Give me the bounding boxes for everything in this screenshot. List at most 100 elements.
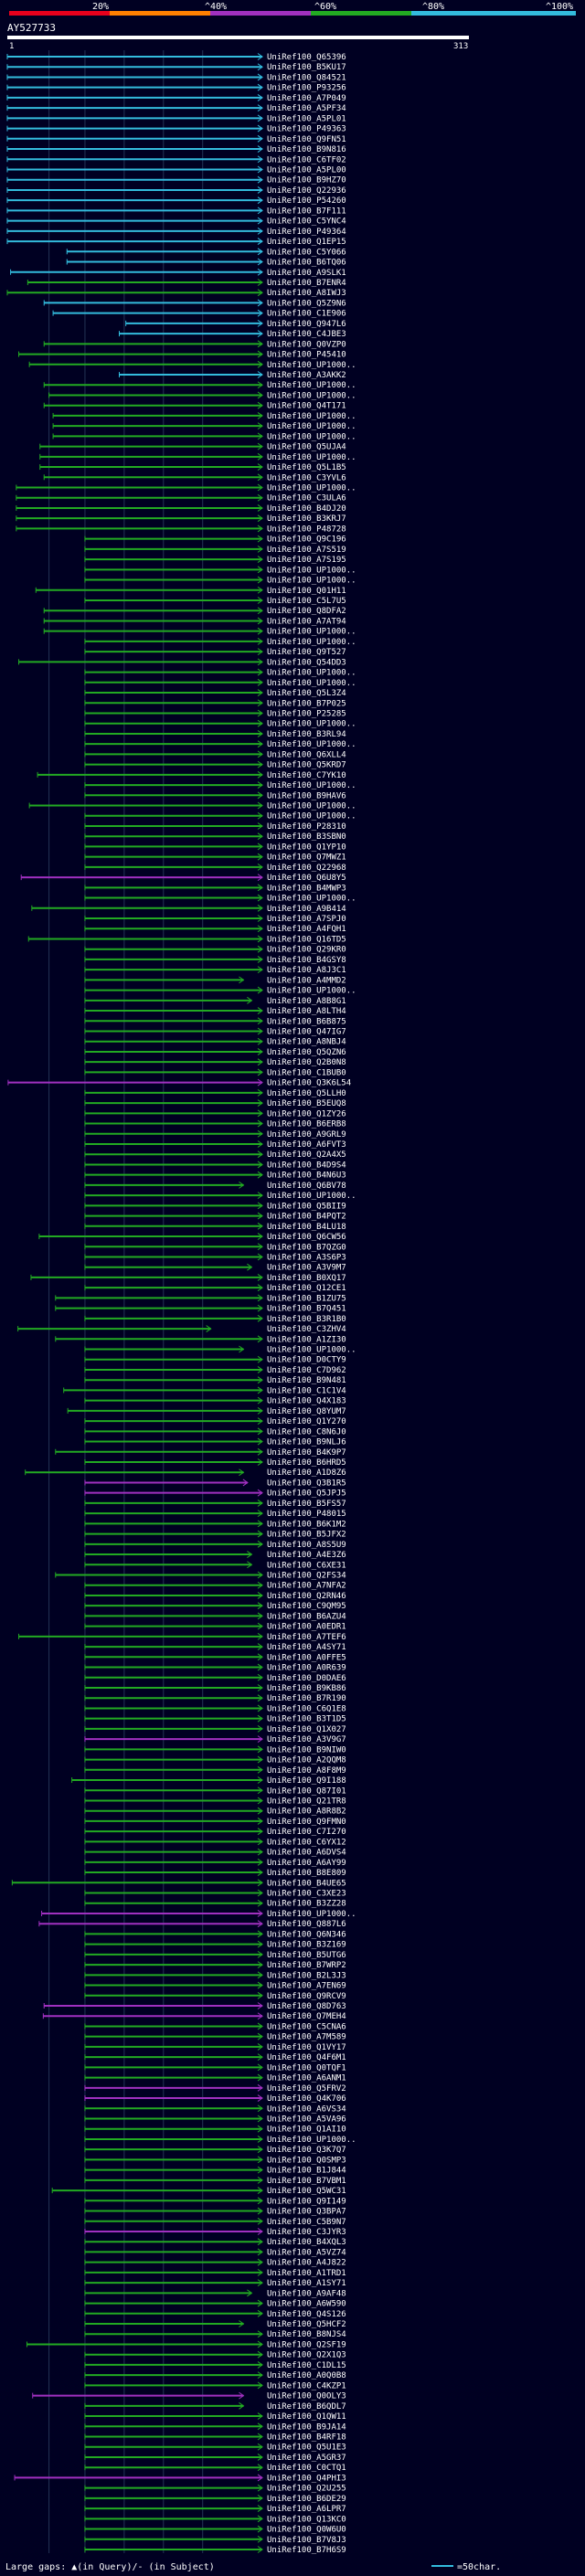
hit-row[interactable]: UniRef100_Q8DFA2 [43, 607, 346, 616]
hit-label[interactable]: UniRef100_A8R8B2 [267, 1807, 346, 1817]
hit-row[interactable]: UniRef100_D0DAE6 [84, 1674, 346, 1683]
hit-row[interactable]: UniRef100_Q0SMP3 [84, 2156, 346, 2165]
hit-row[interactable]: UniRef100_B6DE29 [84, 2495, 346, 2504]
hit-row[interactable]: UniRef100_C5Y066 [66, 248, 346, 257]
hit-row[interactable]: UniRef100_A4J822 [84, 2259, 346, 2268]
hit-label[interactable]: UniRef100_Q9I188 [267, 1776, 346, 1786]
hit-label[interactable]: UniRef100_Q8DFA2 [267, 607, 346, 616]
hit-label[interactable]: UniRef100_C1BUB0 [267, 1068, 346, 1077]
hit-row[interactable]: UniRef100_UP1000.. [84, 987, 356, 996]
hit-row[interactable]: UniRef100_A7NFA2 [84, 1582, 346, 1591]
hit-label[interactable]: UniRef100_A7EN69 [267, 1982, 346, 1991]
hit-label[interactable]: UniRef100_C6XE31 [267, 1561, 346, 1570]
hit-row[interactable]: UniRef100_Q16TD5 [27, 935, 346, 944]
hit-row[interactable]: UniRef100_Q9I149 [84, 2197, 346, 2206]
hit-label[interactable]: UniRef100_Q1QW11 [267, 2412, 346, 2422]
hit-label[interactable]: UniRef100_A8S5U9 [267, 1541, 346, 1550]
hit-label[interactable]: UniRef100_B7Q451 [267, 1305, 346, 1314]
hit-row[interactable]: UniRef100_Q5KRD7 [84, 761, 346, 770]
hit-row[interactable]: UniRef100_Q54DD3 [18, 658, 346, 667]
hit-row[interactable]: UniRef100_P49363 [6, 125, 346, 134]
hit-label[interactable]: UniRef100_C7D962 [267, 1366, 346, 1375]
hit-row[interactable]: UniRef100_P45410 [18, 351, 346, 360]
hit-label[interactable]: UniRef100_Q1Y270 [267, 1417, 346, 1426]
hit-row[interactable]: UniRef100_Q6CW56 [38, 1233, 346, 1242]
hit-label[interactable]: UniRef100_UP1000.. [267, 1910, 356, 1919]
hit-row[interactable]: UniRef100_C6XE31 [84, 1561, 346, 1570]
hit-label[interactable]: UniRef100_Q6CW56 [267, 1233, 346, 1242]
hit-label[interactable]: UniRef100_B6AZU4 [267, 1612, 346, 1621]
hit-row[interactable]: UniRef100_A3S6P3 [84, 1253, 346, 1262]
hit-row[interactable]: UniRef100_Q7MWZ1 [84, 853, 346, 863]
hit-label[interactable]: UniRef100_Q87I01 [267, 1786, 346, 1796]
hit-label[interactable]: UniRef100_Q1X027 [267, 1725, 346, 1734]
hit-row[interactable]: UniRef100_A6DVS4 [84, 1849, 346, 1858]
hit-row[interactable]: UniRef100_A9AF48 [84, 2289, 346, 2298]
hit-label[interactable]: UniRef100_B7QZG0 [267, 1243, 346, 1252]
hit-row[interactable]: UniRef100_A8LTH4 [84, 1007, 346, 1016]
hit-label[interactable]: UniRef100_B6ERB8 [267, 1120, 346, 1129]
hit-label[interactable]: UniRef100_A6AY99 [267, 1859, 346, 1868]
hit-row[interactable]: UniRef100_UP1000.. [84, 895, 356, 904]
hit-row[interactable]: UniRef100_Q5L3Z4 [84, 689, 346, 698]
hit-label[interactable]: UniRef100_Q7MWZ1 [267, 853, 346, 863]
hit-label[interactable]: UniRef100_B5FS57 [267, 1500, 346, 1509]
hit-row[interactable]: UniRef100_A8NBJ4 [84, 1038, 346, 1047]
hit-row[interactable]: UniRef100_UP1000.. [52, 432, 356, 441]
hit-row[interactable]: UniRef100_P93256 [6, 84, 346, 93]
hit-row[interactable]: UniRef100_A5GR37 [84, 2454, 346, 2463]
hit-label[interactable]: UniRef100_C9QM95 [267, 1602, 346, 1611]
hit-label[interactable]: UniRef100_A0EDR1 [267, 1623, 346, 1632]
hit-label[interactable]: UniRef100_B7WRP2 [267, 1961, 346, 1970]
hit-label[interactable]: UniRef100_A7NFA2 [267, 1582, 346, 1591]
hit-row[interactable]: UniRef100_Q4F6M1 [84, 2053, 346, 2062]
hit-label[interactable]: UniRef100_B3R1B0 [267, 1315, 346, 1324]
hit-label[interactable]: UniRef100_B4DJ20 [267, 504, 346, 514]
hit-label[interactable]: UniRef100_A4FQH1 [267, 925, 346, 934]
hit-row[interactable]: UniRef100_B5EUQ8 [84, 1099, 346, 1108]
hit-label[interactable]: UniRef100_A9AF48 [267, 2289, 346, 2298]
hit-row[interactable]: UniRef100_A7S519 [84, 546, 346, 555]
hit-row[interactable]: UniRef100_B9HAV6 [84, 791, 346, 800]
hit-label[interactable]: UniRef100_Q5L1B5 [267, 463, 346, 472]
hit-label[interactable]: UniRef100_Q887L6 [267, 1920, 346, 1929]
hit-row[interactable]: UniRef100_B1J844 [84, 2167, 346, 2176]
hit-label[interactable]: UniRef100_B4PQT2 [267, 1213, 346, 1222]
hit-row[interactable]: UniRef100_Q4S126 [84, 2310, 346, 2319]
hit-label[interactable]: UniRef100_B3Z169 [267, 1941, 346, 1950]
hit-row[interactable]: UniRef100_UP1000.. [84, 1192, 356, 1201]
hit-label[interactable]: UniRef100_UP1000.. [267, 802, 356, 811]
hit-row[interactable]: UniRef100_A3V9M7 [84, 1264, 346, 1273]
hit-label[interactable]: UniRef100_B5JFX2 [267, 1531, 346, 1540]
hit-label[interactable]: UniRef100_UP1000.. [267, 422, 356, 431]
hit-label[interactable]: UniRef100_Q4K706 [267, 2094, 346, 2104]
hit-label[interactable]: UniRef100_A4E3Z6 [267, 1551, 346, 1560]
hit-label[interactable]: UniRef100_A7P049 [267, 94, 346, 103]
hit-label[interactable]: UniRef100_A1D8Z6 [267, 1468, 346, 1478]
hit-row[interactable]: UniRef100_C4KZP1 [84, 2381, 346, 2390]
hit-label[interactable]: UniRef100_Q16TD5 [267, 935, 346, 944]
hit-label[interactable]: UniRef100_A4J822 [267, 2259, 346, 2268]
hit-row[interactable]: UniRef100_A9GRL9 [84, 1130, 346, 1140]
hit-label[interactable]: UniRef100_B6HRD5 [267, 1458, 346, 1468]
hit-label[interactable]: UniRef100_C6Q1E8 [267, 1704, 346, 1713]
hit-label[interactable]: UniRef100_P49364 [267, 228, 346, 237]
hit-row[interactable]: UniRef100_B5UTG6 [84, 1951, 346, 1960]
hit-label[interactable]: UniRef100_B9NIW0 [267, 1745, 346, 1754]
hit-label[interactable]: UniRef100_A4SY71 [267, 1643, 346, 1652]
hit-row[interactable]: UniRef100_B4GSY8 [84, 956, 346, 965]
hit-label[interactable]: UniRef100_B4MWP3 [267, 884, 346, 893]
hit-label[interactable]: UniRef100_A8B8G1 [267, 997, 346, 1006]
hit-row[interactable]: UniRef100_UP1000.. [39, 453, 356, 462]
hit-row[interactable]: UniRef100_C1DL15 [84, 2361, 346, 2370]
hit-label[interactable]: UniRef100_A7S519 [267, 546, 346, 555]
hit-label[interactable]: UniRef100_Q9FN51 [267, 135, 346, 144]
hit-label[interactable]: UniRef100_C0CTQ1 [267, 2464, 346, 2473]
hit-row[interactable]: UniRef100_A4MMD2 [84, 976, 346, 985]
hit-label[interactable]: UniRef100_Q5KRD7 [267, 761, 346, 770]
hit-row[interactable]: UniRef100_Q29KR0 [84, 946, 346, 955]
hit-row[interactable]: UniRef100_B3KRJ7 [16, 514, 346, 524]
hit-label[interactable]: UniRef100_Q9FMN0 [267, 1818, 346, 1827]
hit-label[interactable]: UniRef100_Q5L3Z4 [267, 689, 346, 698]
hit-row[interactable]: UniRef100_UP1000.. [84, 679, 356, 688]
